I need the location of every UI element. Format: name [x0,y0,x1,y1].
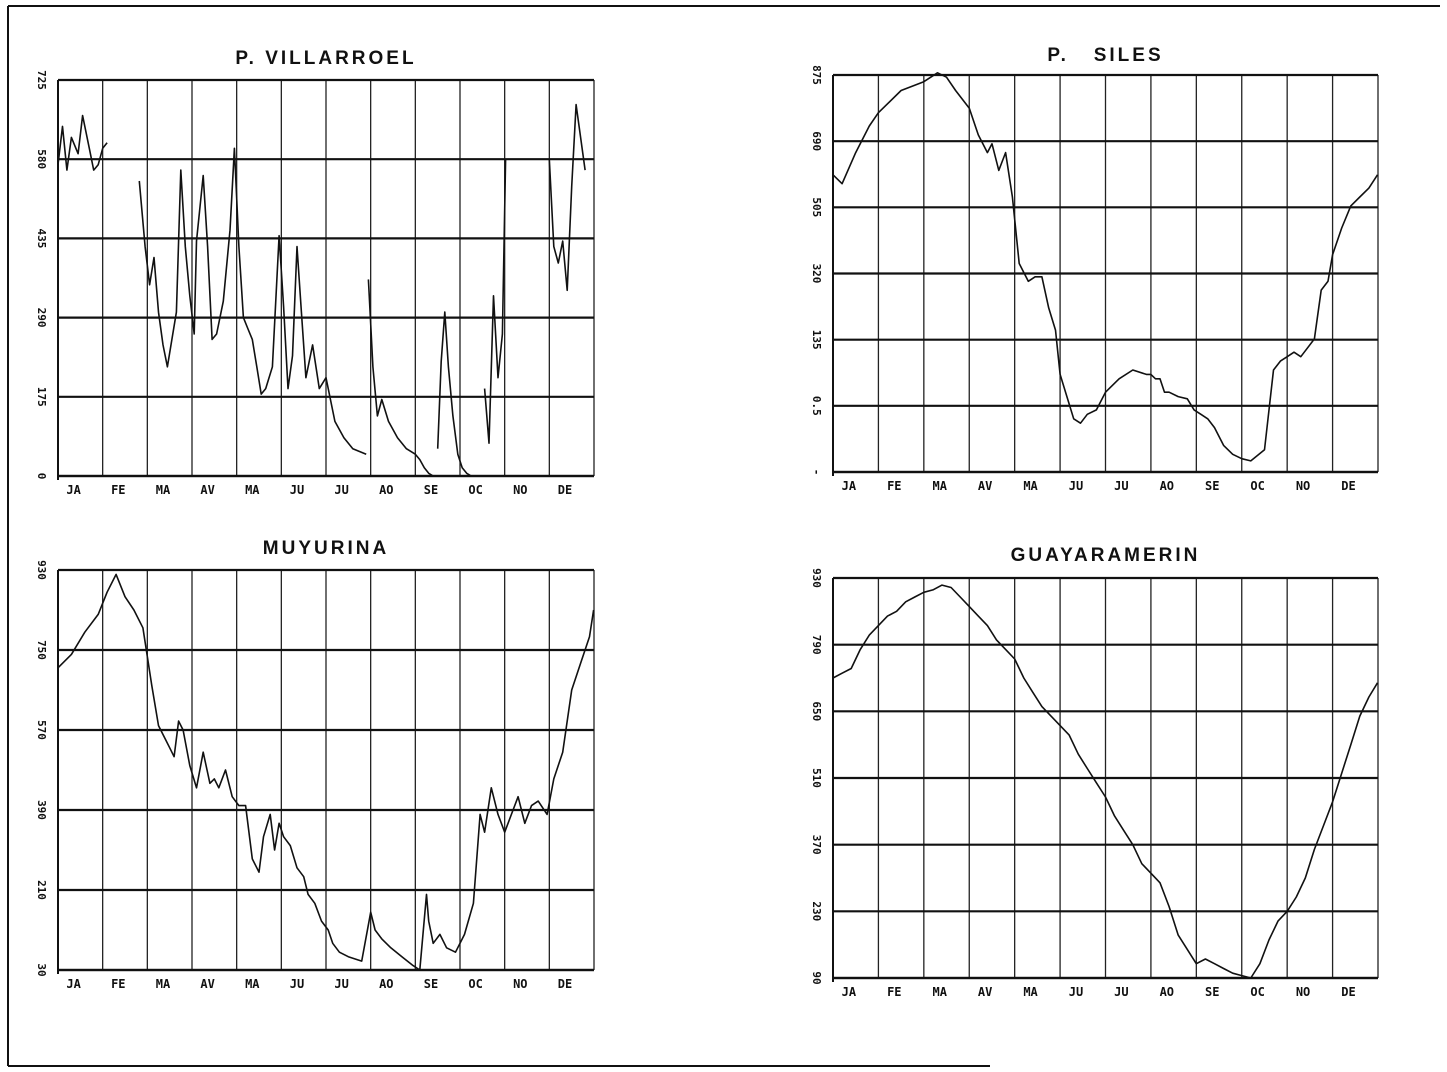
y-tick-label: 690 [810,131,823,151]
x-tick-label: JU [1069,479,1083,493]
x-tick-label: MA [933,479,948,493]
chart-panel-guayaramerin: JA FE MA AV MA JU JU AO SE OC NO DE 90 230 370 510 650 79… [810,568,1379,999]
series-line [57,573,595,971]
chart-title-p-villarroel: P. VILLARROEL [235,48,417,69]
x-tick-label: NO [1296,479,1310,493]
x-tick-label: SE [1205,479,1219,493]
series-line [832,584,1379,979]
y-tick-label: 725 [35,70,48,90]
y-tick-label: 510 [810,768,823,788]
x-tick-label: JA [842,985,857,999]
series-line [548,103,586,292]
y-tick-label: - [810,469,823,476]
x-tick-label: SE [424,977,438,991]
y-tick-label: 30 [35,963,48,976]
x-tick-label: MA [933,985,948,999]
y-tick-label: 790 [810,635,823,655]
y-tick-label: 930 [810,568,823,588]
y-tick-label: 650 [810,701,823,721]
y-tick-label: 0 [35,473,48,480]
x-tick-label: OC [468,977,482,991]
x-tick-label: OC [1250,985,1264,999]
series-line [367,279,434,477]
y-tick-label: 370 [810,835,823,855]
x-tick-label: AO [1160,479,1174,493]
x-tick-label: JU [290,977,304,991]
x-tick-label: JA [842,479,857,493]
x-tick-label: MA [156,483,171,497]
y-tick-label: 390 [35,800,48,820]
y-tick-label: 580 [35,149,48,169]
series-line [57,114,108,171]
y-tick-label: 505 [810,197,823,217]
x-tick-label: JU [334,977,348,991]
x-tick-label: MA [156,977,171,991]
chart-panel-p-siles: JA FE MA AV MA JU JU AO SE OC NO DE - 0.5 135 320 505 690… [810,65,1379,493]
x-tick-label: FE [111,977,125,991]
x-tick-label: MA [1023,985,1038,999]
x-tick-label: SE [1205,985,1219,999]
x-tick-label: JA [66,977,81,991]
x-tick-label: NO [513,483,527,497]
series-line [138,147,367,455]
x-tick-label: DE [1341,985,1355,999]
y-tick-label: 135 [810,330,823,350]
y-tick-label: 175 [35,387,48,407]
x-tick-label: SE [424,483,438,497]
x-tick-label: AO [379,977,393,991]
chart-title-guayaramerin: GUAYARAMERIN [1010,545,1201,566]
x-tick-label: AV [978,985,992,999]
x-tick-label: JU [1069,985,1083,999]
chart-title-p-siles: P. SILES [1047,45,1164,66]
x-tick-label: NO [1296,985,1310,999]
y-tick-label: 290 [35,308,48,328]
y-tick-label: 210 [35,880,48,900]
x-tick-label: AO [1160,985,1174,999]
y-tick-label: 875 [810,65,823,85]
x-tick-label: OC [468,483,482,497]
x-tick-label: MA [245,977,260,991]
y-tick-label: 90 [810,971,823,984]
x-tick-label: JU [1114,479,1128,493]
x-tick-label: JU [290,483,304,497]
series-line [832,72,1379,462]
chart-title-muyurina: MUYURINA [262,538,390,559]
x-tick-label: AV [978,479,992,493]
y-tick-label: 320 [810,264,823,284]
y-tick-label: 0.5 [810,396,823,416]
y-tick-label: 570 [35,720,48,740]
x-tick-label: AV [200,977,214,991]
x-tick-label: JU [1114,985,1128,999]
x-tick-label: MA [245,483,260,497]
x-tick-label: JU [334,483,348,497]
x-tick-label: MA [1023,479,1038,493]
series-line [483,159,507,445]
x-tick-label: FE [887,985,901,999]
chart-panel-p-villarroel: JA FE MA AV MA JU JU AO SE OC NO DE 0 175 290 435 580 725 [35,70,595,497]
y-tick-label: 930 [35,560,48,580]
x-tick-label: FE [887,479,901,493]
x-tick-label: DE [558,483,572,497]
x-tick-label: DE [558,977,572,991]
x-tick-label: DE [1341,479,1355,493]
y-tick-label: 230 [810,901,823,921]
x-tick-label: AO [379,483,393,497]
x-tick-label: OC [1250,479,1264,493]
series-line [436,311,472,477]
x-tick-label: NO [513,977,527,991]
chart-panel-muyurina: JA FE MA AV MA JU JU AO SE OC NO DE 30 210 390 570 750 93… [35,560,595,991]
y-tick-label: 435 [35,228,48,248]
x-tick-label: AV [200,483,214,497]
x-tick-label: JA [66,483,81,497]
x-tick-label: FE [111,483,125,497]
page-border [7,5,1440,1067]
y-tick-label: 750 [35,640,48,660]
